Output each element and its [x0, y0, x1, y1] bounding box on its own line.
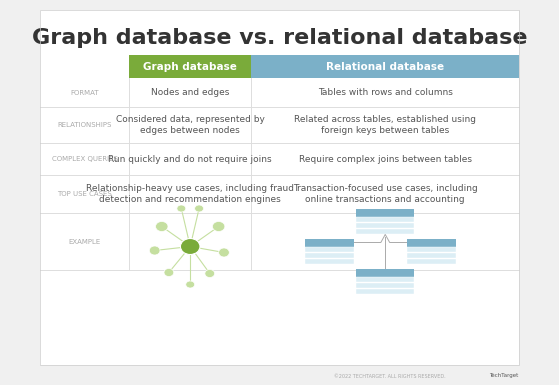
FancyBboxPatch shape [408, 253, 456, 258]
Text: Graph database vs. relational database: Graph database vs. relational database [32, 28, 527, 48]
FancyBboxPatch shape [357, 283, 414, 288]
Text: COMPLEX QUERIES: COMPLEX QUERIES [52, 156, 118, 162]
Ellipse shape [177, 205, 186, 212]
FancyBboxPatch shape [305, 253, 354, 258]
Ellipse shape [149, 246, 160, 255]
Text: EXAMPLE: EXAMPLE [69, 238, 101, 244]
Ellipse shape [212, 221, 225, 231]
FancyBboxPatch shape [305, 246, 354, 252]
FancyBboxPatch shape [251, 55, 519, 78]
FancyBboxPatch shape [40, 10, 519, 365]
Text: Nodes and edges: Nodes and edges [151, 88, 229, 97]
Ellipse shape [164, 268, 174, 276]
FancyBboxPatch shape [357, 276, 414, 282]
Ellipse shape [195, 205, 203, 212]
Text: TOP USE CASES: TOP USE CASES [58, 191, 112, 197]
FancyBboxPatch shape [357, 288, 414, 294]
FancyBboxPatch shape [357, 223, 414, 228]
Ellipse shape [181, 238, 200, 254]
FancyBboxPatch shape [305, 238, 354, 246]
FancyBboxPatch shape [357, 229, 414, 234]
Text: TechTarget: TechTarget [489, 373, 519, 378]
Text: Require complex joins between tables: Require complex joins between tables [299, 154, 472, 164]
Text: Considered data, represented by
edges between nodes: Considered data, represented by edges be… [116, 115, 264, 135]
Text: Relationship-heavy use cases, including fraud
detection and recommendation engin: Relationship-heavy use cases, including … [86, 184, 294, 204]
FancyBboxPatch shape [408, 258, 456, 264]
Ellipse shape [186, 281, 195, 288]
FancyBboxPatch shape [408, 246, 456, 252]
Text: Tables with rows and columns: Tables with rows and columns [318, 88, 453, 97]
Text: Related across tables, established using
foreign keys between tables: Related across tables, established using… [294, 115, 476, 135]
Text: Run quickly and do not require joins: Run quickly and do not require joins [108, 154, 272, 164]
FancyBboxPatch shape [357, 268, 414, 276]
Ellipse shape [219, 248, 229, 257]
Text: Graph database: Graph database [143, 62, 237, 72]
Text: Relational database: Relational database [326, 62, 444, 72]
Text: RELATIONSHIPS: RELATIONSHIPS [58, 122, 112, 128]
FancyBboxPatch shape [357, 209, 414, 216]
FancyBboxPatch shape [357, 216, 414, 222]
Text: FORMAT: FORMAT [70, 89, 99, 95]
Text: Transaction-focused use cases, including
online transactions and accounting: Transaction-focused use cases, including… [293, 184, 477, 204]
FancyBboxPatch shape [408, 238, 456, 246]
Ellipse shape [155, 221, 168, 231]
Ellipse shape [205, 270, 215, 278]
Text: ©2022 TECHTARGET. ALL RIGHTS RESERVED.: ©2022 TECHTARGET. ALL RIGHTS RESERVED. [334, 373, 446, 378]
FancyBboxPatch shape [305, 258, 354, 264]
FancyBboxPatch shape [129, 55, 251, 78]
